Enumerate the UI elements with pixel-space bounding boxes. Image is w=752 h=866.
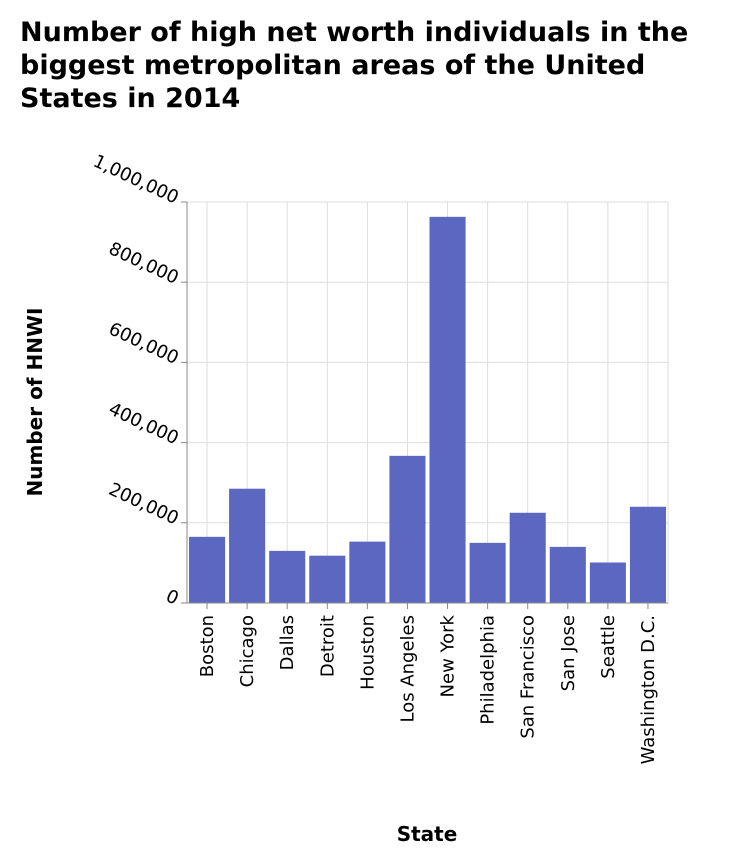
x-tick-label: San Jose [558, 615, 579, 691]
y-tick-labels: 0 200,000 400,000 600,000 800,000 1,000,000 [90, 151, 182, 610]
x-tick-label: New York [438, 614, 459, 697]
x-axis-title: State [397, 822, 458, 846]
y-axis-title: Number of HNWI [23, 308, 47, 497]
x-tick-label: Detroit [317, 615, 338, 677]
chart-title: Number of high net worth individuals in … [20, 17, 689, 114]
x-tick-label: Los Angeles [397, 615, 418, 723]
bar-dallas [269, 550, 306, 603]
bar-boston [189, 536, 226, 603]
x-tick-label: Philadelphia [478, 615, 499, 725]
x-tick-label: Washington D.C. [638, 615, 659, 764]
x-tick-label: Seattle [598, 615, 619, 679]
y-tick-label: 800,000 [105, 238, 181, 288]
axes-layer [181, 201, 668, 609]
bar-chicago [229, 488, 266, 603]
bar-detroit [309, 555, 346, 603]
bar-los-angeles [389, 455, 426, 603]
bar-san-francisco [509, 512, 546, 603]
y-tick-label: 400,000 [105, 399, 181, 449]
x-tick-labels: Boston Chicago Dallas Detroit Houston Los Ang… [197, 614, 659, 764]
bar-new-york [429, 216, 466, 603]
bar-seattle [589, 562, 626, 603]
bar-washington-d-c [629, 506, 666, 603]
x-tick-label: Dallas [277, 615, 298, 670]
bars-layer [189, 216, 666, 603]
x-tick-label: Chicago [237, 615, 258, 687]
y-tick-label: 600,000 [105, 318, 181, 368]
x-tick-label: Boston [197, 615, 218, 677]
y-tick-label: 1,000,000 [90, 151, 182, 209]
x-tick-label: San Francisco [518, 615, 539, 739]
y-tick-label: 200,000 [105, 479, 181, 529]
bar-philadelphia [469, 542, 506, 603]
bar-houston [349, 541, 386, 603]
x-tick-label: Houston [357, 615, 378, 690]
bar-san-jose [549, 546, 586, 603]
y-tick-label: 0 [163, 586, 182, 610]
